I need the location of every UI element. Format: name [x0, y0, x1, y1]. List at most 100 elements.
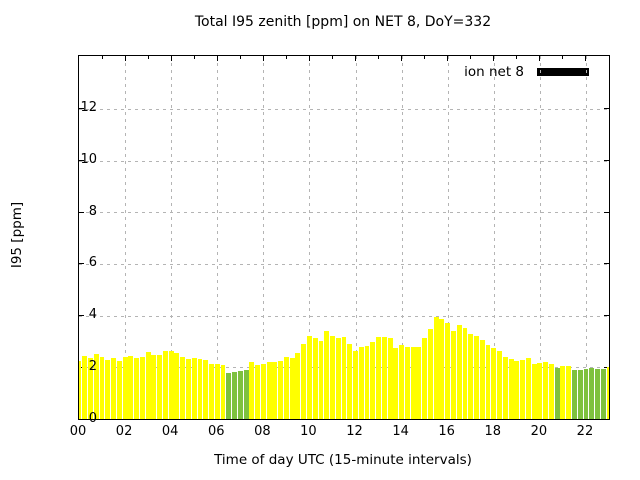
- y-tick-label: 0: [88, 410, 97, 426]
- bar-16:15: [451, 331, 456, 419]
- bar-19:45: [531, 364, 537, 419]
- bar-02:15: [128, 355, 134, 419]
- x-tick-label: 20: [530, 424, 548, 439]
- bar-16:45: [462, 328, 468, 419]
- bar-02:45: [139, 357, 145, 419]
- x-minor-tickmark: [239, 56, 241, 59]
- x-tick-label: 00: [69, 424, 87, 439]
- x-gridline: [539, 56, 541, 419]
- bar-08:00: [260, 364, 266, 419]
- x-tick-label: 16: [438, 424, 455, 439]
- x-tick-label: 22: [576, 424, 594, 439]
- bar-07:45: [255, 364, 261, 419]
- bar-04:15: [174, 353, 180, 419]
- plot-area: ion net 8: [78, 55, 610, 420]
- bar-19:30: [525, 358, 531, 419]
- bar-04:00: [168, 350, 174, 419]
- bar-06:00: [214, 363, 220, 419]
- bar-00:00: [79, 360, 82, 419]
- bar-15:00: [422, 338, 428, 419]
- bar-15:30: [433, 316, 439, 419]
- bar-11:15: [335, 337, 341, 419]
- bar-21:30: [571, 369, 577, 419]
- legend: ion net 8: [464, 64, 589, 80]
- bar-02:30: [134, 357, 140, 419]
- x-tickmark: [585, 56, 587, 61]
- bar-12:30: [364, 345, 370, 419]
- x-minor-tickmark: [193, 56, 195, 59]
- x-tickmark: [170, 56, 172, 61]
- bar-08:30: [272, 361, 278, 419]
- bar-10:00: [306, 336, 312, 419]
- bar-15:15: [427, 328, 433, 419]
- x-tickmark: [216, 56, 218, 61]
- bar-04:45: [186, 358, 191, 419]
- x-minor-tickmark: [331, 56, 333, 59]
- y-gridline: [79, 263, 609, 265]
- bar-09:30: [295, 352, 301, 419]
- bar-17:30: [479, 339, 485, 419]
- bar-20:45: [554, 368, 560, 419]
- y-tickmark: [604, 263, 609, 265]
- bar-01:45: [116, 360, 122, 419]
- bar-05:30: [203, 359, 209, 419]
- y-tick-label: 12: [80, 100, 97, 116]
- bar-00:45: [93, 353, 99, 419]
- y-tickmark: [79, 160, 84, 162]
- chart-title: Total I95 zenith [ppm] on NET 8, DoY=332: [194, 14, 492, 30]
- x-tick-label: 12: [346, 424, 363, 439]
- x-tick-label: 08: [254, 424, 271, 439]
- x-gridline: [309, 56, 311, 419]
- x-minor-tickmark: [378, 56, 380, 59]
- bar-21:00: [560, 366, 566, 419]
- y-tick-label: 8: [88, 203, 97, 219]
- bar-11:45: [347, 344, 353, 419]
- bar-07:15: [243, 369, 249, 419]
- x-tickmark: [262, 56, 264, 61]
- bar-03:00: [145, 352, 151, 419]
- x-tick-label: 04: [161, 424, 179, 439]
- x-minor-tickmark: [470, 56, 472, 59]
- bar-01:00: [99, 357, 105, 419]
- x-axis-label: Time of day UTC (15-minute intervals): [214, 452, 472, 468]
- bar-07:30: [249, 362, 255, 419]
- bar-12:00: [353, 351, 358, 419]
- bar-22:00: [583, 368, 589, 419]
- bar-09:15: [289, 358, 295, 419]
- bar-07:00: [237, 370, 243, 419]
- bar-18:45: [508, 359, 514, 419]
- x-tick-label: 14: [392, 424, 409, 439]
- bar-22:30: [595, 368, 600, 419]
- bar-17:15: [474, 335, 479, 419]
- y-tickmark: [79, 211, 84, 213]
- x-minor-tickmark: [101, 56, 103, 59]
- y-gridline: [79, 315, 609, 317]
- x-tick-label: 06: [207, 424, 225, 439]
- x-tick-label: 10: [300, 424, 317, 439]
- y-tickmark: [79, 263, 84, 265]
- bar-13:00: [376, 337, 381, 419]
- x-minor-tickmark: [424, 56, 426, 59]
- bar-18:15: [497, 351, 502, 419]
- bar-14:15: [404, 346, 410, 419]
- bar-02:00: [122, 357, 128, 419]
- bar-11:30: [341, 337, 347, 419]
- bar-23:00: [606, 367, 609, 419]
- x-tick-label: 18: [484, 424, 502, 439]
- y-tickmark: [604, 315, 609, 317]
- bar-06:15: [220, 364, 226, 419]
- bar-05:15: [197, 358, 203, 419]
- bar-04:30: [180, 357, 186, 419]
- bar-17:45: [485, 345, 491, 419]
- x-tickmark: [401, 56, 403, 61]
- bar-06:30: [226, 372, 232, 419]
- bar-03:15: [151, 354, 157, 419]
- y-tickmark: [79, 108, 84, 110]
- y-gridline: [79, 212, 609, 214]
- y-gridline: [79, 108, 609, 110]
- x-minor-tickmark: [147, 56, 149, 59]
- legend-swatch: [537, 68, 589, 76]
- bar-13:30: [387, 338, 393, 419]
- bar-16:30: [456, 325, 462, 419]
